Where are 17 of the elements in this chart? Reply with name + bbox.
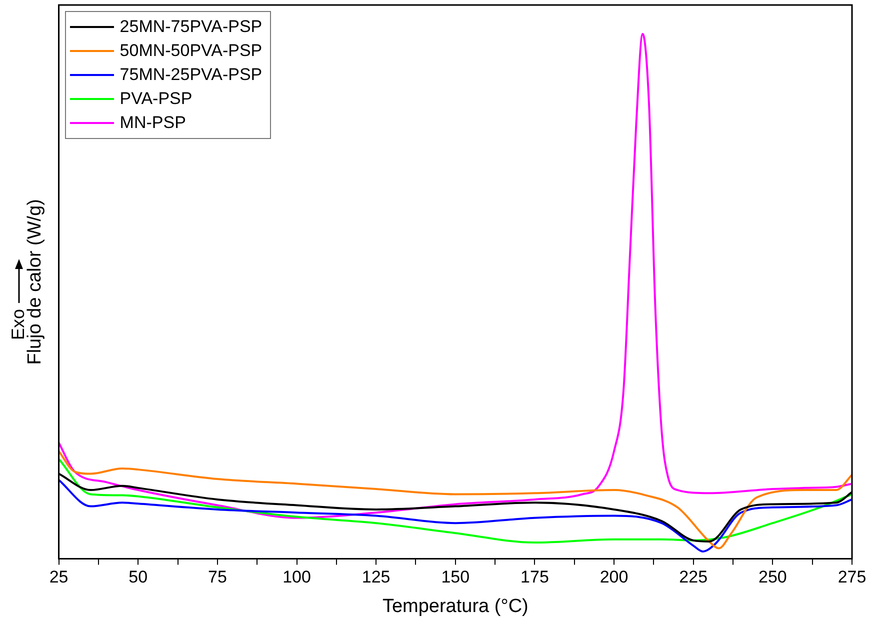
legend-label: MN-PSP xyxy=(120,112,186,134)
x-tick-label: 25 xyxy=(49,568,68,587)
legend-label: 75MN-25PVA-PSP xyxy=(120,64,262,86)
x-tick-label: 50 xyxy=(128,568,148,587)
legend-label: 25MN-75PVA-PSP xyxy=(120,16,262,38)
x-tick-label: 175 xyxy=(520,568,549,587)
x-tick-label: 200 xyxy=(600,568,628,587)
x-tick-label: 100 xyxy=(282,568,311,587)
legend-label: 50MN-50PVA-PSP xyxy=(120,40,262,62)
x-tick-label: 275 xyxy=(838,568,866,587)
x-tick-label: 125 xyxy=(362,568,390,587)
x-tick-label: 225 xyxy=(679,568,708,587)
x-tick-label: 75 xyxy=(208,568,227,587)
legend-label: PVA-PSP xyxy=(120,88,192,110)
x-tick-label: 150 xyxy=(441,568,470,587)
x-axis-title: Temperatura (°C) xyxy=(382,596,528,617)
x-tick-label: 250 xyxy=(758,568,787,587)
